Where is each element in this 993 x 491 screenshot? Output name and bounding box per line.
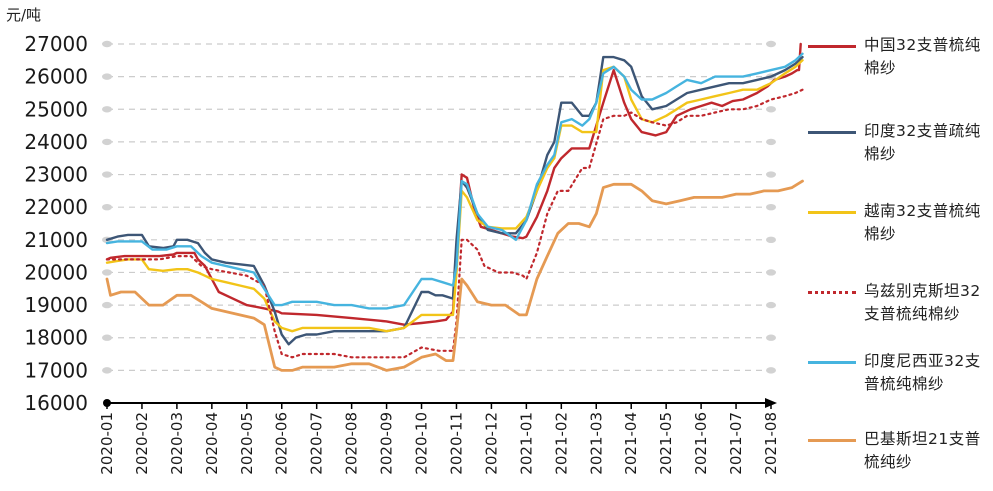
gridline-end-dot — [102, 171, 112, 178]
gridline-end-dot — [102, 138, 112, 146]
gridline-end-dot — [766, 334, 776, 341]
y-tick-label: 27000 — [24, 32, 88, 56]
legend-swatch — [808, 439, 856, 442]
y-tick-label: 16000 — [24, 391, 88, 415]
y-tick-label: 26000 — [24, 65, 88, 89]
x-tick-label: 2020-04 — [203, 412, 221, 475]
legend-label: 印度尼西亚32支普梳纯棉纱 — [864, 352, 981, 393]
y-tick-label: 25000 — [24, 97, 88, 121]
x-tick-label: 2020-11 — [447, 412, 465, 475]
gridline-end-dot — [766, 269, 776, 276]
x-axis-ticks: 2020-01 2020-02 2020-03 2020-04 2020-05 2020-… — [98, 403, 780, 475]
x-tick-label: 2020-05 — [238, 412, 256, 475]
legend-swatch — [808, 291, 856, 294]
x-tick-label: 2020-03 — [168, 412, 186, 475]
x-tick-label: 2021-05 — [657, 412, 675, 475]
x-tick-label: 2021-03 — [587, 412, 605, 475]
x-tick-label: 2020-07 — [308, 412, 326, 475]
legend-label: 印度32支普疏纯棉纱 — [864, 122, 981, 163]
gridline-end-dot — [102, 301, 112, 309]
gridline-end-dot — [102, 73, 112, 80]
x-tick-label: 2021-02 — [552, 412, 570, 475]
y-tick-label: 19000 — [24, 293, 88, 317]
legend-label: 巴基斯坦21支普梳纯纱 — [864, 430, 981, 471]
x-tick-label: 2021-07 — [727, 412, 745, 475]
series-line-4 — [105, 88, 804, 359]
gridline-end-dot — [766, 203, 776, 211]
y-tick-label: 23000 — [24, 163, 88, 187]
legend-swatch — [808, 211, 856, 214]
gridline-end-dot — [766, 367, 776, 374]
y-tick-label: 22000 — [24, 195, 88, 219]
gridline-end-dot — [102, 334, 112, 341]
gridline-end-dot — [766, 301, 776, 309]
x-tick-label: 2021-06 — [692, 412, 710, 475]
gridline-end-dot — [102, 203, 112, 211]
y-axis-unit-label: 元/吨 — [6, 6, 42, 24]
x-tick-label: 2021-08 — [762, 412, 780, 475]
series-line-5 — [105, 52, 804, 310]
x-tick-label: 2020-01 — [98, 412, 116, 475]
x-tick-label: 2020-10 — [413, 412, 431, 475]
x-axis — [103, 398, 777, 408]
gridline-end-dot — [102, 269, 112, 276]
x-tick-label: 2020-12 — [482, 412, 500, 475]
gridline-end-dot — [102, 40, 112, 48]
series-lines — [105, 42, 804, 372]
y-tick-label: 17000 — [24, 358, 88, 382]
legend-label: 乌兹别克斯坦32支普梳纯棉纱 — [864, 282, 981, 323]
y-tick-label: 18000 — [24, 326, 88, 350]
gridline-end-dot — [766, 236, 776, 244]
y-tick-label: 21000 — [24, 228, 88, 252]
x-tick-label: 2020-02 — [133, 412, 151, 475]
legend-label: 越南32支普梳纯棉纱 — [864, 202, 981, 243]
gridlines — [102, 40, 776, 374]
y-tick-label: 20000 — [24, 260, 88, 284]
legend-swatch — [808, 131, 856, 134]
gridline-end-dot — [766, 171, 776, 178]
y-axis-ticks: 27000 26000 25000 24000 23000 22000 21000 20000… — [24, 32, 88, 415]
x-tick-label: 2020-06 — [273, 412, 291, 475]
gridline-end-dot — [766, 40, 776, 48]
legend-swatch — [808, 45, 856, 48]
gridline-end-dot — [102, 106, 112, 113]
legend-swatch — [808, 361, 856, 364]
gridline-end-dot — [766, 106, 776, 113]
series-line-6 — [105, 179, 804, 372]
x-tick-label: 2020-08 — [343, 412, 361, 475]
x-tick-label: 2020-09 — [378, 412, 396, 475]
y-tick-label: 24000 — [24, 130, 88, 154]
series-line-3 — [105, 59, 804, 333]
gridline-end-dot — [766, 138, 776, 146]
legend-label: 中国32支普梳纯棉纱 — [864, 36, 981, 77]
x-tick-label: 2021-04 — [622, 412, 640, 475]
gridline-end-dot — [102, 367, 112, 374]
x-tick-label: 2021-01 — [517, 412, 535, 475]
